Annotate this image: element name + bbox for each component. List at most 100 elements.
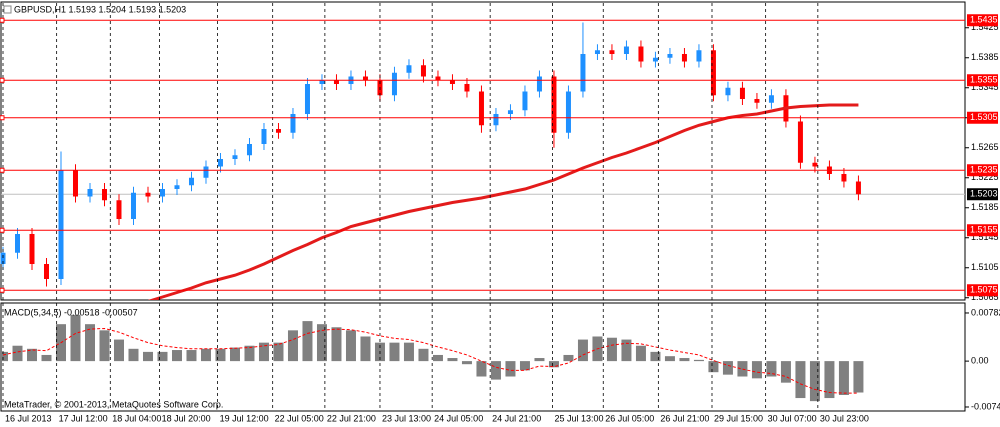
macd-bar [389, 342, 400, 362]
candle-body [203, 166, 209, 178]
candle-body [841, 174, 847, 182]
level-label: 1.5355 [970, 75, 998, 85]
level-marker [0, 287, 5, 293]
candle-body [464, 84, 470, 92]
level-marker [0, 17, 5, 23]
candle-body [638, 46, 644, 62]
x-tick-label: 24 Jul 21:00 [492, 413, 541, 423]
candle-body [652, 57, 658, 62]
candle-body [580, 54, 586, 92]
candle-body [739, 87, 745, 99]
macd-bar [693, 359, 704, 362]
macd-bar [229, 347, 240, 362]
candle-body [391, 72, 397, 96]
x-tick-label: 17 Jul 12:00 [59, 413, 108, 423]
candle-body [333, 80, 339, 84]
candle-body [797, 121, 803, 163]
macd-y-tick-label: 0.00782 [971, 307, 1000, 317]
candle-body [478, 91, 484, 126]
candle-body [275, 129, 281, 133]
macd-bar [70, 314, 81, 362]
macd-bar [780, 361, 791, 383]
candle-body [710, 50, 716, 96]
x-tick-label: 25 Jul 13:00 [555, 413, 604, 423]
footer: MetaTrader, © 2001-2013, MetaQuotes Soft… [4, 399, 223, 409]
candle-body [159, 189, 165, 197]
macd-bar [795, 361, 806, 399]
x-tick-label: 24 Jul 05:00 [434, 413, 483, 423]
level-marker [0, 167, 5, 173]
level-marker [0, 227, 5, 233]
level-label: 1.5155 [970, 225, 998, 235]
macd-bar [273, 342, 284, 362]
x-tick-label: 18 Jul 04:00 [112, 413, 161, 423]
macd-bar [476, 361, 487, 377]
candle-body [594, 50, 600, 54]
macd-bar [0, 351, 9, 362]
candle-body [15, 234, 21, 253]
macd-bar [519, 361, 530, 371]
macd-bar [99, 330, 110, 362]
macd-bar [26, 348, 37, 362]
overlay: 16 Jul 2013 17 Jul 12:00 18 Jul 04:00 18 Ju… [0, 3, 999, 423]
candle-body [609, 50, 615, 54]
macd-bar [331, 327, 342, 362]
candle-body [435, 76, 441, 81]
macd-bar [824, 361, 835, 399]
candle-body [522, 91, 528, 111]
candle-body [174, 185, 180, 189]
macd-bar [490, 361, 501, 380]
macd-bar [621, 339, 632, 362]
x-tick-label: 22 Jul 05:00 [275, 413, 324, 423]
macd-bar [664, 356, 675, 362]
candle-body [58, 170, 64, 279]
candle-body [667, 54, 673, 58]
level-label: 1.5305 [970, 112, 998, 122]
y-tick-label: 1.5105 [971, 262, 999, 272]
macd-bar [316, 324, 327, 362]
candle-body [72, 170, 78, 197]
level-tag [967, 284, 998, 297]
x-tick-label: 29 Jul 15:00 [714, 413, 763, 423]
macd-bar [751, 361, 762, 379]
candle-body [551, 76, 557, 133]
macd-bar [432, 354, 443, 362]
macd-bar [186, 350, 197, 362]
x-tick-label: 26 Jul 05:00 [605, 413, 654, 423]
level-tag [967, 224, 998, 237]
candle-body [29, 234, 35, 264]
y-tick-label: 1.5145 [971, 232, 999, 242]
macd-bar [418, 348, 429, 362]
macd-bar [345, 330, 356, 362]
last-price-tag [967, 188, 998, 201]
macd-bar [635, 345, 646, 362]
candle-body [565, 91, 571, 133]
candle-body [754, 99, 760, 103]
x-tick-label: 30 Jul 23:00 [820, 413, 869, 423]
y-tick-label: 1.5185 [971, 202, 999, 212]
macd-bar [157, 351, 168, 362]
candle-body [130, 192, 136, 219]
macd-bar [12, 345, 23, 362]
candle-body [232, 155, 238, 159]
x-tick-label: 26 Jul 21:00 [660, 413, 709, 423]
candle-body [725, 87, 731, 96]
candle-body [290, 114, 296, 133]
candle-body [217, 159, 223, 167]
level-label: 1.5435 [970, 15, 998, 25]
moving-average [147, 103, 859, 300]
macd-bar [563, 354, 574, 362]
y-tick-label: 1.5345 [971, 82, 999, 92]
level-tag [967, 14, 998, 27]
x-tick-label: 23 Jul 13:00 [382, 413, 431, 423]
macd-bar [722, 361, 733, 375]
level-tag [967, 111, 998, 124]
candle-body [362, 76, 368, 81]
macd-bar [360, 336, 371, 362]
x-tick-label: 22 Jul 21:00 [327, 413, 376, 423]
chart-title: GBPUSD,H1 1.5193 1.5204 1.5193 1.5203 [14, 4, 186, 14]
macd-bar [606, 337, 617, 362]
candle-body [43, 264, 49, 279]
candle-body [261, 129, 267, 144]
candle-body [116, 200, 122, 219]
